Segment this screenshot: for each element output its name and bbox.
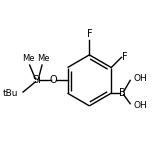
Text: F: F bbox=[87, 29, 92, 39]
Text: F: F bbox=[122, 52, 128, 62]
Text: O: O bbox=[50, 75, 57, 85]
Text: Si: Si bbox=[33, 75, 41, 85]
Text: Me: Me bbox=[22, 54, 34, 63]
Text: OH: OH bbox=[133, 101, 147, 110]
Text: tBu: tBu bbox=[3, 89, 19, 98]
Text: OH: OH bbox=[133, 74, 147, 83]
Text: Me: Me bbox=[37, 54, 50, 63]
Text: B: B bbox=[119, 88, 126, 98]
